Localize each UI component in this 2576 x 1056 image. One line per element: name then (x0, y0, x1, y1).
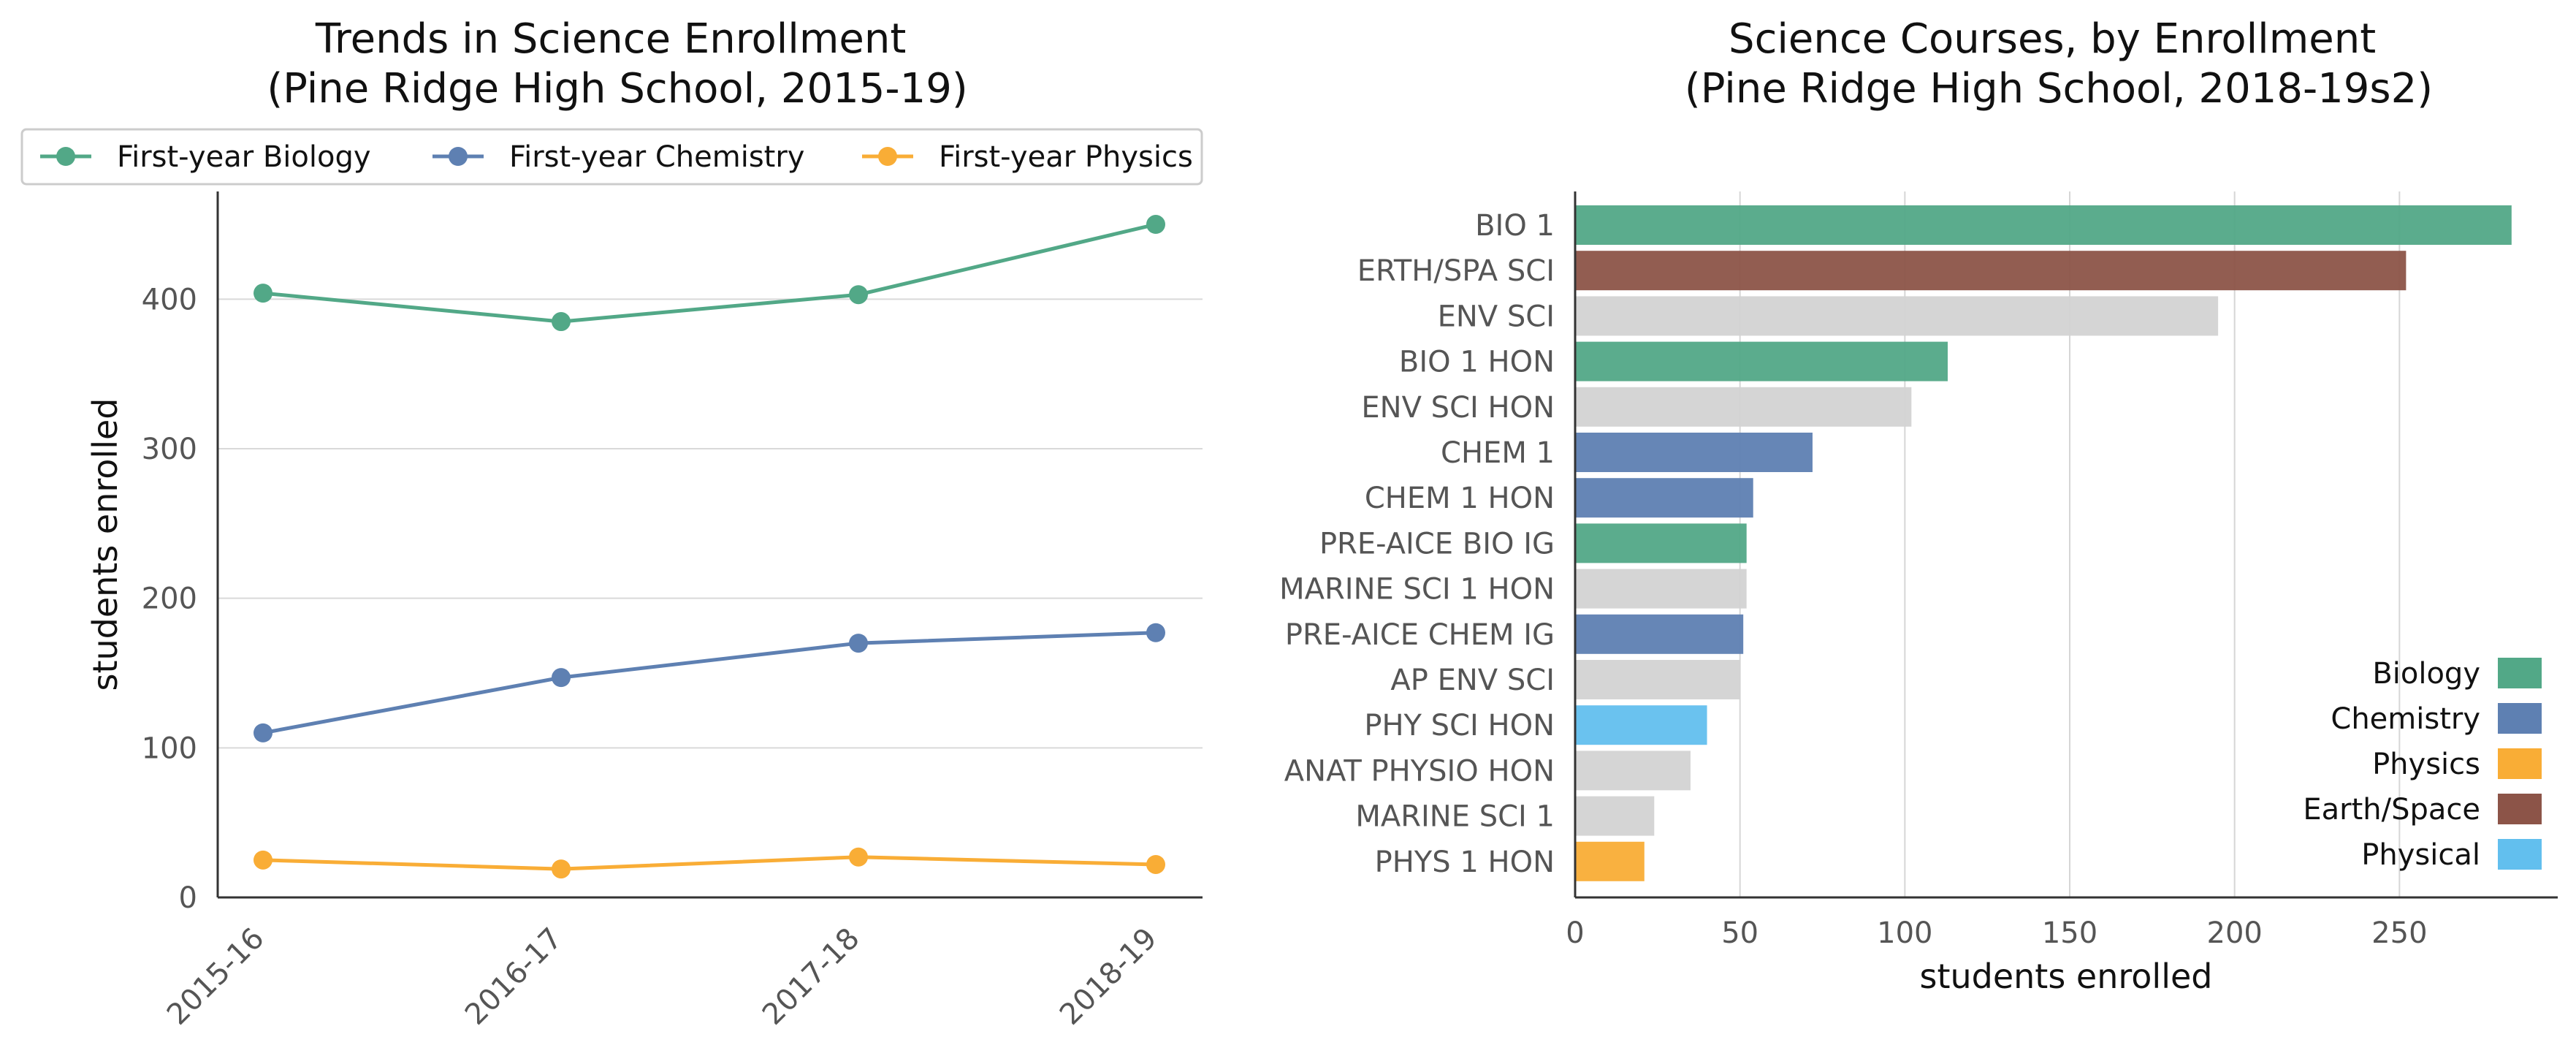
bar (1575, 569, 1747, 609)
line-chart-title-line-2: (Pine Ridge High School, 2015-19) (267, 65, 967, 113)
line-chart-title: Trends in Science Enrollment (Pine Ridge… (267, 15, 967, 113)
bar (1575, 796, 1655, 836)
bar-x-tick-label: 50 (1721, 916, 1758, 950)
bar-legend-swatch (2498, 748, 2542, 779)
bar-legend-swatch (2498, 703, 2542, 734)
line-series-path (262, 222, 1156, 324)
bar-chart-title-line-1: Science Courses, by Enrollment (1729, 15, 2376, 63)
bar-legend-label: Physical (2361, 838, 2480, 872)
line-legend-swatch-marker (56, 147, 75, 166)
bar-x-tick-label: 100 (1877, 916, 1932, 950)
line-y-tick-label: 0 (179, 881, 197, 915)
bar-chart-title: Science Courses, by Enrollment (Pine Rid… (1685, 15, 2433, 113)
line-data-point (552, 312, 571, 332)
bar-x-tick-label: 150 (2042, 916, 2097, 950)
line-series-path (262, 855, 1156, 871)
bar (1575, 751, 1691, 791)
bar-chart-legend: Biology Chemistry Physics Earth/Space Physic… (2303, 657, 2542, 872)
line-y-tick-label: 100 (142, 732, 197, 765)
bar-legend-label: Biology (2372, 657, 2480, 691)
line-data-point (1146, 623, 1165, 642)
line-data-point (849, 285, 868, 305)
line-legend-items: First-year Biology First-year Chemistry Fi… (40, 140, 1193, 174)
line-x-tick-label: 2015-16 (161, 922, 271, 1032)
bar (1575, 478, 1753, 518)
line-chart-y-ticks: 0 100 200 300 400 (142, 283, 197, 915)
bar (1575, 341, 1948, 381)
line-data-point (1146, 854, 1165, 874)
bar-legend-label: Chemistry (2331, 702, 2480, 736)
bar-category-label: CHEM 1 HON (1365, 482, 1555, 515)
bar-legend-swatch (2498, 794, 2542, 824)
line-data-point (552, 668, 571, 688)
bar-category-label: ERTH/SPA SCI (1357, 254, 1555, 288)
bar-chart-title-line-2: (Pine Ridge High School, 2018-19s2) (1685, 65, 2433, 113)
line-x-tick-label: 2017-18 (756, 922, 866, 1032)
bar-chart-category-labels: BIO 1 ERTH/SPA SCI ENV SCI BIO 1 HON ENV SCI… (1279, 209, 1555, 879)
line-y-tick-label: 400 (142, 283, 197, 316)
bar (1575, 433, 1813, 472)
bar-chart-x-label: students enrolled (1920, 957, 2213, 996)
line-chart-y-label: students enrolled (85, 398, 125, 691)
line-data-point (254, 723, 273, 742)
line-legend-label: First-year Biology (117, 140, 371, 174)
bar (1575, 660, 1740, 699)
bar-category-label: BIO 1 (1475, 209, 1555, 243)
bar-category-label: PRE-AICE CHEM IG (1285, 618, 1555, 652)
line-data-point (254, 284, 273, 303)
bar-category-label: ENV SCI HON (1361, 391, 1555, 425)
line-data-point (849, 847, 868, 867)
line-x-tick-label: 2018-19 (1053, 922, 1164, 1032)
bar-x-tick-label: 200 (2207, 916, 2263, 950)
line-legend-label: First-year Physics (939, 140, 1193, 174)
line-data-point (552, 859, 571, 879)
bar-chart: Science Courses, by Enrollment (Pine Rid… (1279, 15, 2558, 996)
line-data-point (849, 634, 868, 653)
bar-category-label: AP ENV SCI (1390, 664, 1555, 697)
bar-category-label: MARINE SCI 1 (1355, 800, 1555, 834)
bar-x-tick-label: 0 (1566, 916, 1584, 950)
bar-legend-label: Earth/Space (2303, 793, 2480, 827)
bar-category-label: ANAT PHYSIO HON (1284, 754, 1555, 788)
bar (1575, 251, 2407, 291)
bar-x-tick-label: 250 (2371, 916, 2427, 950)
bar (1575, 205, 2512, 245)
bar-category-label: BIO 1 HON (1399, 346, 1555, 379)
line-legend-swatch-marker (449, 147, 468, 166)
line-data-point (254, 850, 273, 870)
bar (1575, 296, 2219, 336)
bar-legend-swatch (2498, 658, 2542, 688)
line-chart-grid (218, 298, 1203, 749)
bar-category-label: CHEM 1 (1441, 436, 1555, 470)
line-y-tick-label: 200 (142, 582, 197, 616)
bar-chart-bars (1575, 205, 2512, 881)
line-y-tick-label: 300 (142, 433, 197, 466)
line-legend-frame (20, 128, 1203, 186)
line-legend-label: First-year Chemistry (509, 140, 804, 174)
bar (1575, 387, 1912, 427)
line-data-point (1146, 215, 1165, 235)
line-chart-series (254, 215, 1165, 879)
bar (1575, 841, 1645, 881)
line-chart-title-line-1: Trends in Science Enrollment (315, 15, 906, 63)
bar (1575, 523, 1747, 563)
bar-category-label: PHY SCI HON (1364, 709, 1555, 742)
line-x-tick-label: 2016-17 (459, 922, 569, 1032)
line-chart-x-ticks: 2015-16 2016-17 2017-18 2018-19 (161, 922, 1164, 1032)
bar-legend-label: Physics (2372, 748, 2480, 781)
line-chart: Trends in Science Enrollment (Pine Ridge… (20, 15, 1203, 1032)
bar-legend-swatch (2498, 839, 2542, 870)
line-legend-swatch-marker (878, 147, 897, 166)
bar-category-label: ENV SCI (1438, 300, 1555, 333)
bar-chart-x-ticks: 0 50 100 150 200 250 (1566, 916, 2427, 950)
line-series-path (262, 631, 1156, 735)
bar-category-label: MARINE SCI 1 HON (1279, 573, 1555, 607)
bar-category-label: PRE-AICE BIO IG (1319, 527, 1555, 561)
line-chart-legend: First-year Biology First-year Chemistry Fi… (20, 128, 1203, 186)
bar (1575, 705, 1707, 745)
bar (1575, 614, 1744, 654)
bar-category-label: PHYS 1 HON (1375, 846, 1555, 879)
